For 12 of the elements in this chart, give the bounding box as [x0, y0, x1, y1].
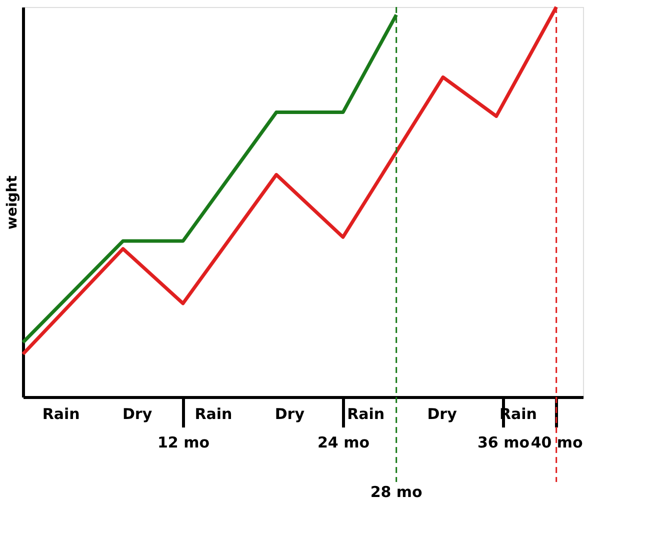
- x-tick-label: 40 mo: [530, 434, 583, 452]
- ref-line-label: 28 mo: [370, 483, 422, 501]
- text: Rain: [42, 405, 80, 423]
- x-tick-label: 12 mo: [157, 434, 210, 452]
- text: Rain: [194, 405, 232, 423]
- x-tick-label: 36 mo: [477, 434, 530, 452]
- text: Dry: [122, 405, 152, 423]
- x-tick-label: 24 mo: [317, 434, 370, 452]
- text: Rain: [347, 405, 385, 423]
- y-axis-title: weight: [4, 175, 20, 230]
- text: Dry: [274, 405, 305, 423]
- text: Dry: [427, 405, 458, 423]
